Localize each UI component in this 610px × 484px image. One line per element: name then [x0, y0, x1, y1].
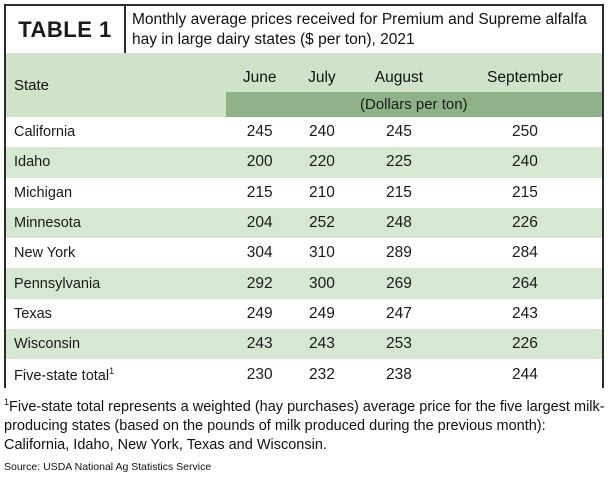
- footnote: 1Five-state total represents a weighted …: [4, 393, 608, 455]
- price-cell: 215: [349, 177, 448, 208]
- table-label: TABLE 1: [6, 6, 126, 53]
- price-cell: 304: [225, 238, 294, 269]
- price-cell: 300: [293, 268, 350, 299]
- state-name: New York: [14, 245, 76, 262]
- price-cell: 238: [349, 359, 448, 390]
- table-row: Texas 249 249 247 243: [6, 298, 602, 330]
- price-cell: 252: [293, 207, 350, 239]
- table-row: New York 304 310 289 284: [6, 238, 602, 269]
- state-cell: Pennsylvania: [6, 268, 226, 299]
- footnote-ref: 1: [109, 365, 115, 376]
- price-cell: 232: [293, 359, 350, 390]
- table-row: Minnesota 204 252 248 226: [6, 207, 602, 239]
- price-cell: 225: [349, 147, 448, 178]
- price-cell: 215: [225, 177, 294, 208]
- price-cell: 289: [349, 238, 448, 269]
- column-header-state: State: [6, 53, 226, 117]
- price-cell: 310: [293, 238, 350, 269]
- price-cell: 250: [447, 117, 602, 148]
- table-row: Michigan 215 210 215 215: [6, 177, 602, 208]
- price-cell: 269: [349, 268, 448, 299]
- state-cell: Idaho: [6, 147, 226, 178]
- column-header-august: August: [349, 53, 448, 92]
- price-cell: 264: [447, 268, 602, 299]
- table-row: Pennsylvania 292 300 269 264: [6, 268, 602, 299]
- state-name: Five-state total: [14, 367, 110, 384]
- price-cell: 249: [293, 298, 350, 330]
- price-cell: 226: [447, 329, 602, 360]
- source-note: Source: USDA National Ag Statistics Serv…: [4, 461, 212, 473]
- price-cell: 247: [349, 298, 448, 330]
- state-name: Pennsylvania: [14, 275, 101, 292]
- price-cell: 243: [447, 298, 602, 330]
- table-row: Five-state total1 230 232 238 244: [6, 359, 602, 390]
- price-cell: 243: [293, 329, 350, 360]
- state-cell: California: [6, 117, 226, 148]
- price-cell: 292: [225, 268, 294, 299]
- price-table: State June July August September (Dollar…: [6, 53, 602, 390]
- price-cell: 220: [293, 147, 350, 178]
- price-cell: 240: [293, 117, 350, 148]
- state-name: Idaho: [14, 154, 51, 171]
- table-row: Wisconsin 243 243 253 226: [6, 329, 602, 360]
- state-cell: Michigan: [6, 177, 226, 208]
- state-cell: Five-state total1: [6, 359, 226, 390]
- price-cell: 243: [225, 329, 294, 360]
- table-frame: TABLE 1 Monthly average prices received …: [4, 4, 604, 390]
- price-cell: 248: [349, 207, 448, 239]
- state-name: Texas: [14, 305, 52, 322]
- price-cell: 204: [225, 207, 294, 239]
- table-title: Monthly average prices received for Prem…: [132, 11, 587, 48]
- state-name: Minnesota: [14, 215, 81, 232]
- price-cell: 244: [447, 359, 602, 390]
- state-name: Wisconsin: [14, 336, 81, 353]
- units-label: (Dollars per ton): [225, 92, 602, 117]
- table-row: Idaho 200 220 225 240: [6, 147, 602, 178]
- state-name: California: [14, 124, 76, 141]
- price-cell: 249: [225, 298, 294, 330]
- price-cell: 200: [225, 147, 294, 178]
- price-cell: 230: [225, 359, 294, 390]
- price-cell: 245: [225, 117, 294, 148]
- table-row: California 245 240 245 250: [6, 117, 602, 148]
- price-cell: 240: [447, 147, 602, 178]
- footnote-text: Five-state total represents a weighted (…: [4, 398, 605, 453]
- state-cell: Minnesota: [6, 207, 226, 239]
- column-header-july: July: [293, 53, 350, 92]
- state-cell: Wisconsin: [6, 329, 226, 360]
- price-cell: 284: [447, 238, 602, 269]
- column-header-september: September: [447, 53, 602, 92]
- price-cell: 245: [349, 117, 448, 148]
- footnote-marker: 1: [4, 397, 10, 407]
- price-cell: 226: [447, 207, 602, 239]
- column-header-june: June: [225, 53, 294, 92]
- price-cell: 210: [293, 177, 350, 208]
- price-cell: 253: [349, 329, 448, 360]
- table-body: California 245 240 245 250 Idaho 200 220 225 240 M…: [6, 117, 602, 390]
- state-cell: New York: [6, 238, 226, 269]
- price-cell: 215: [447, 177, 602, 208]
- state-name: Michigan: [14, 184, 73, 201]
- state-cell: Texas: [6, 298, 226, 330]
